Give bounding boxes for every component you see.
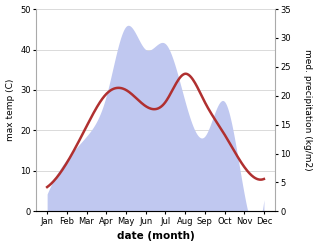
Y-axis label: max temp (C): max temp (C)	[5, 79, 15, 141]
X-axis label: date (month): date (month)	[117, 231, 194, 242]
Y-axis label: med. precipitation (kg/m2): med. precipitation (kg/m2)	[303, 49, 313, 171]
